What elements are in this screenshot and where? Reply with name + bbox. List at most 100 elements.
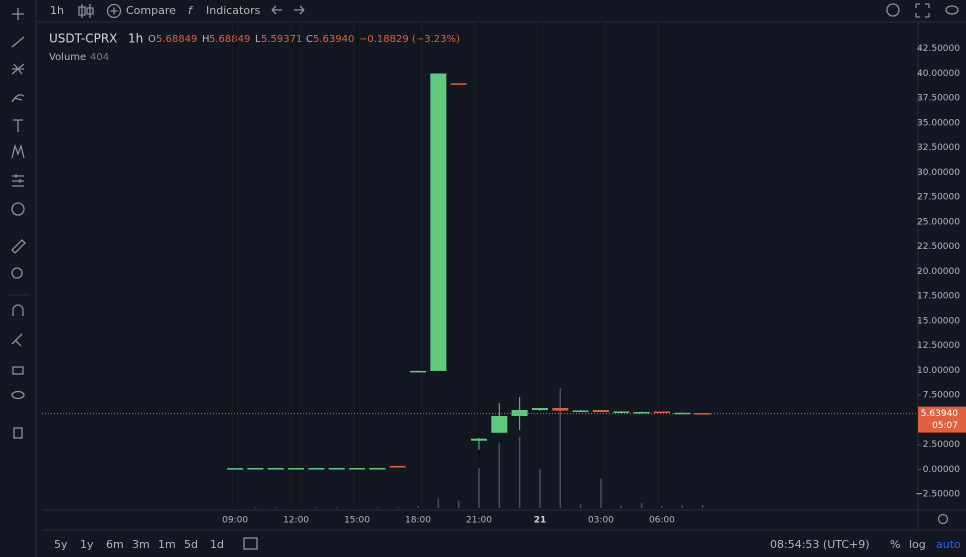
magnet-tool[interactable]	[12, 304, 24, 316]
candle-body	[592, 410, 609, 413]
candle-body	[531, 408, 548, 411]
range-button[interactable]: 3m	[132, 538, 150, 551]
candle-body	[430, 73, 447, 371]
axis-settings[interactable]	[937, 513, 949, 525]
x-tick-label: 03:00	[588, 516, 614, 526]
auto-toggle[interactable]: auto	[936, 538, 961, 551]
volume-bar	[437, 498, 440, 508]
y-tick-label: 30.00000	[917, 168, 960, 178]
y-tick-label: 7.50000	[923, 391, 960, 401]
left-toolbar	[8, 8, 30, 439]
range-buttons: 5y 1y 6m 3m 1m 5d 1d	[54, 538, 224, 551]
range-button[interactable]: 1y	[80, 538, 94, 551]
volume-bar	[600, 478, 602, 508]
low-label: L	[255, 34, 261, 45]
fib-tool[interactable]	[11, 63, 25, 75]
date-range-button[interactable]	[243, 537, 258, 550]
candle-body	[247, 468, 264, 470]
range-button[interactable]: 5y	[54, 538, 68, 551]
candle-body	[572, 410, 589, 413]
high-value: 5.68849	[209, 34, 250, 45]
y-tick-label: 12.50000	[917, 341, 960, 351]
low-value: 5.59371	[261, 34, 302, 45]
settings-button[interactable]	[886, 3, 900, 17]
volume-bar	[396, 507, 399, 508]
candle-body	[613, 411, 630, 414]
chart-type-button[interactable]	[78, 4, 94, 18]
y-tick-label: 10.00000	[917, 366, 960, 376]
x-tick-label: 21:00	[466, 516, 492, 526]
volume-bar	[254, 507, 257, 508]
candle-body	[328, 468, 345, 470]
measure-tool[interactable]	[11, 239, 26, 254]
volume-bar	[620, 505, 623, 508]
candle-body	[369, 468, 386, 470]
open-label: O	[148, 34, 156, 45]
compare-icon[interactable]	[106, 3, 122, 19]
clock: 08:54:53 (UTC+9)	[770, 538, 870, 551]
lock-draw-tool[interactable]	[11, 333, 23, 347]
open-value: 5.68849	[156, 34, 197, 45]
compare-button[interactable]: Compare	[126, 4, 176, 17]
volume-bar	[457, 500, 460, 508]
compare-plus	[110, 7, 118, 15]
y-tick-label: 0.00000	[923, 465, 960, 475]
volume-bar	[498, 442, 501, 508]
log-toggle[interactable]: log	[909, 538, 926, 551]
candle-body	[410, 370, 427, 373]
y-tick-label: 32.50000	[917, 143, 960, 153]
volume-bar	[234, 507, 236, 508]
range-button[interactable]: 1m	[158, 538, 176, 551]
delete-tool[interactable]	[13, 427, 23, 439]
fullscreen-button[interactable]	[915, 3, 930, 18]
range-button[interactable]: 6m	[106, 538, 124, 551]
legend: USDT-CPRX 1h O 5.68849 H 5.68849 L 5.593…	[49, 32, 460, 64]
candle-body	[511, 410, 528, 416]
volume-bar	[356, 507, 358, 508]
emoji-tool[interactable]	[11, 202, 25, 216]
crosshair-tool[interactable]	[12, 8, 24, 20]
legend-interval: 1h	[128, 32, 143, 46]
indicators-button[interactable]: Indicators	[206, 4, 261, 17]
close-value: 5.63940	[313, 34, 354, 45]
candle-body	[450, 83, 467, 85]
candle-body	[227, 468, 244, 470]
candle-body	[633, 412, 650, 414]
hide-button[interactable]	[945, 5, 959, 15]
x-tick-label: 18:00	[405, 516, 431, 526]
range-button[interactable]: 1d	[210, 538, 224, 551]
candle-body	[288, 468, 305, 470]
text-tool[interactable]	[13, 119, 23, 132]
brush-tool[interactable]	[11, 94, 25, 103]
indicators-icon: f	[188, 4, 194, 17]
y-tick-label: 40.00000	[917, 69, 960, 79]
undo-button[interactable]	[271, 5, 282, 15]
volume-bar	[417, 505, 419, 508]
visibility-tool[interactable]	[11, 390, 25, 400]
y-tick-label: 2.50000	[923, 440, 960, 450]
candle-body	[552, 408, 569, 411]
trend-line-tool[interactable]	[11, 36, 25, 48]
y-tick-label: 37.50000	[917, 94, 960, 104]
zoom-tool[interactable]	[11, 267, 23, 279]
last-price-label: 5.63940	[921, 409, 958, 419]
redo-button[interactable]	[294, 5, 305, 15]
pattern-tool[interactable]	[11, 143, 25, 159]
candle-body	[470, 438, 487, 441]
range-button[interactable]: 5d	[184, 538, 198, 551]
lock-tool[interactable]	[12, 366, 24, 375]
last-price-box	[918, 406, 966, 433]
interval-button[interactable]: 1h	[50, 4, 64, 17]
volume-bar	[661, 505, 663, 508]
volume-bar	[295, 507, 297, 508]
candle-body	[653, 411, 670, 414]
x-tick-label: 12:00	[283, 516, 309, 526]
prediction-tool[interactable]	[12, 174, 24, 187]
x-tick-label: 09:00	[222, 516, 248, 526]
change-value: −0.18829 (−3.23%)	[359, 34, 460, 45]
percent-toggle[interactable]: %	[890, 538, 900, 551]
volume-bar	[478, 468, 480, 508]
candle-body	[349, 468, 366, 470]
close-label: C	[306, 34, 313, 45]
